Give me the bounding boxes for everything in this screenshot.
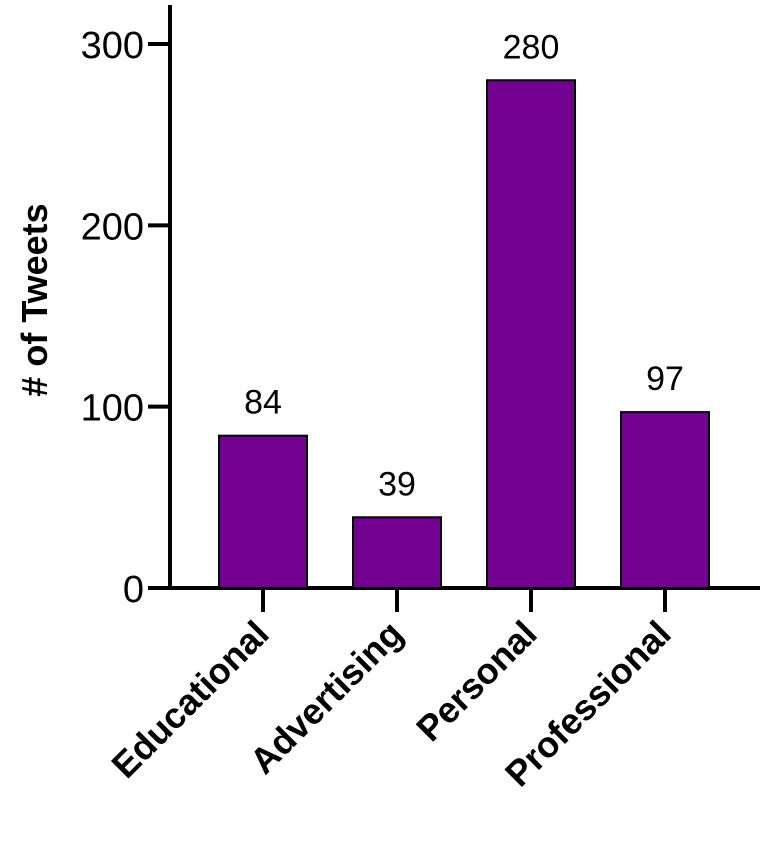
data-label: 84 — [244, 384, 282, 422]
y-tick-label: 200 — [81, 206, 144, 248]
bars — [218, 79, 710, 590]
data-label: 39 — [378, 465, 416, 503]
bar — [352, 516, 442, 590]
x-tick-label: Personal — [408, 613, 545, 750]
y-tick-label: 100 — [81, 388, 144, 430]
bar — [218, 434, 308, 589]
data-label: 280 — [503, 28, 560, 66]
y-tick-label: 0 — [123, 569, 144, 611]
bar — [620, 411, 710, 589]
data-label: 97 — [646, 360, 684, 398]
y-axis-title: # of Tweets — [14, 203, 55, 396]
bar — [486, 79, 576, 590]
y-tick-label: 300 — [81, 25, 144, 67]
labels: 84Educational39Advertising280Personal97P… — [103, 28, 684, 794]
